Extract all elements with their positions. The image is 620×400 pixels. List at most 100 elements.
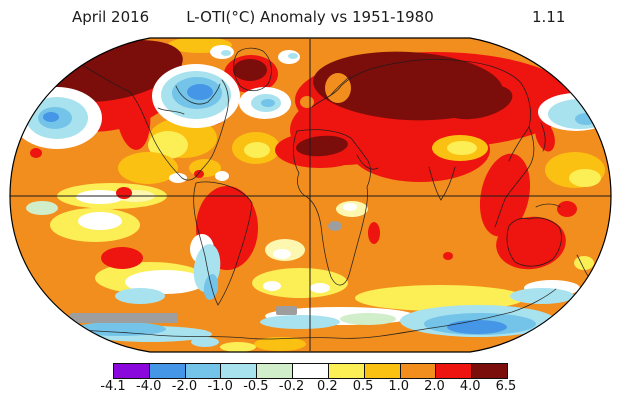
world-anomaly-map	[9, 37, 612, 353]
coast-north-america	[75, 61, 229, 181]
blob-saus-cyan	[510, 288, 574, 304]
blob-antarctic-yellow	[220, 342, 256, 352]
gray-antarctic-left	[70, 313, 178, 323]
blob-eqpac-red	[116, 187, 132, 199]
blob-antleft-lightblue	[74, 322, 166, 336]
coastlines	[59, 47, 589, 340]
blob-sindian-yellow	[355, 285, 525, 311]
blob-eastedge-red	[557, 201, 577, 217]
coast-greenland	[233, 47, 272, 92]
blob-satl-white1	[273, 249, 291, 259]
coast-great-lakes	[157, 107, 185, 115]
coast-india	[428, 166, 456, 201]
blob-arctic-cyan2	[288, 53, 298, 59]
colorbar-cell-10	[472, 364, 507, 378]
colorbar-label-3: -1.0	[207, 379, 233, 394]
blob-us-yellow	[148, 131, 188, 159]
coast-antarctica	[59, 288, 557, 340]
blob-spac-white	[78, 212, 122, 230]
colorbar-label-8: 1.0	[388, 379, 410, 394]
gray-antarctic-mid	[276, 306, 297, 315]
blob-socean-cyan	[260, 315, 340, 329]
blob-windian-white	[343, 203, 357, 211]
overlay-light-blobs	[210, 45, 488, 161]
blob-antright-blue	[447, 320, 507, 334]
blob-antarctic-cyan	[191, 337, 219, 347]
blob-madagascar-red	[368, 222, 380, 244]
graticule	[10, 39, 611, 351]
blob-mideast-red	[350, 118, 490, 182]
map-outline	[9, 37, 612, 353]
blob-nepac-lightblue	[575, 113, 597, 125]
colorbar-label-4: -0.5	[243, 379, 269, 394]
coast-new-zealand	[576, 254, 589, 277]
blob-spac-red	[101, 247, 143, 269]
blob-uk-orange	[300, 96, 314, 108]
cold-blobs	[12, 64, 611, 342]
gray-africa-lakes	[328, 221, 342, 231]
colorbar-cell-4	[257, 364, 294, 378]
period-label: April 2016	[72, 8, 150, 26]
coast-arabia	[356, 154, 379, 170]
coast-eurasia	[311, 58, 535, 228]
blob-scandinavia-orange	[325, 73, 351, 103]
coast-japan	[540, 122, 546, 152]
blob-indianocean-red	[443, 252, 453, 260]
colorbar-label-10: 4.0	[459, 379, 481, 394]
colorbar-label-2: -2.0	[171, 379, 198, 394]
blob-siberia2-darkred	[443, 84, 513, 120]
blob-epac-amber	[118, 152, 178, 184]
colorbar-cell-2	[185, 364, 222, 378]
colorbar-cell-7	[364, 364, 401, 378]
colorbar-cell-8	[400, 364, 437, 378]
blob-antarctic-amber	[254, 337, 306, 351]
coast-africa	[293, 129, 371, 286]
blob-mongolia-yellow	[447, 141, 477, 155]
colorbar-label-0: -4.1	[100, 379, 126, 394]
blob-eqpac-white	[76, 190, 124, 204]
coast-east-china	[508, 126, 530, 162]
blob-satl-white2	[310, 283, 330, 293]
blob-npac-blue	[43, 112, 59, 122]
coast-scandinavia	[329, 75, 351, 97]
no-data-patches	[70, 221, 342, 323]
figure-title: L-OTI(°C) Anomaly vs 1951-1980	[186, 8, 434, 26]
blob-wpac-yellow	[569, 169, 601, 187]
hot-blobs-darkred	[49, 40, 513, 157]
blob-greenland-darkred	[233, 59, 267, 81]
colorbar-cell-9	[436, 364, 473, 378]
colorbar-cell-5	[293, 364, 329, 378]
colorbar-cell-1	[149, 364, 186, 378]
blob-sahara-darkred	[296, 135, 348, 157]
colorbar-label-1: -4.0	[136, 379, 162, 394]
colorbar-segments	[113, 363, 508, 379]
blob-seasia-red	[479, 153, 531, 237]
blob-spac2-cyan	[115, 288, 165, 304]
coast-south-america	[193, 181, 253, 306]
blob-nz-yellow	[574, 256, 594, 270]
colorbar-cell-3	[221, 364, 258, 378]
colorbar-label-5: -0.2	[278, 379, 305, 394]
blob-natl-yellow	[244, 142, 270, 158]
coast-new-guinea	[535, 203, 561, 208]
blob-australia-red	[496, 216, 566, 270]
blob-bahama-white	[215, 171, 229, 181]
blob-natl-lightblue	[261, 99, 275, 107]
blob-spac2-white	[125, 270, 205, 294]
colorbar-label-9: 2.0	[424, 379, 445, 394]
global-mean-value: 1.11	[532, 8, 566, 26]
colorbar-cell-0	[114, 364, 150, 378]
blob-socean-palegreen	[340, 313, 396, 325]
blob-hudson-blue	[187, 84, 213, 100]
colorbar-label-6: 0.2	[316, 379, 338, 394]
blob-spac-palegreen	[26, 201, 58, 215]
colorbar-cell-6	[328, 364, 365, 378]
blob-epac-white	[169, 173, 187, 183]
colorbar-label-7: 0.5	[352, 379, 374, 394]
colorbar-label-11: 6.5	[495, 379, 517, 394]
coast-australia	[506, 217, 562, 267]
coast-hudson-bay	[175, 83, 221, 105]
anomaly-field	[10, 38, 611, 352]
blob-chile-lightblue	[203, 274, 219, 300]
